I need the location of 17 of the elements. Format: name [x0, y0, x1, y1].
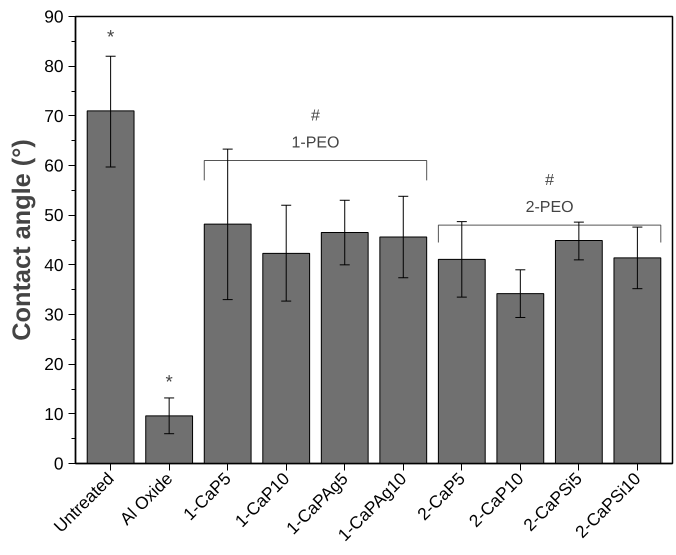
annotation: # — [545, 172, 554, 189]
y-tick-label: 60 — [44, 156, 64, 176]
annotation: 1-PEO — [291, 134, 340, 152]
y-tick-label: 0 — [54, 454, 64, 474]
y-axis-title: Contact angle (°) — [8, 139, 36, 341]
y-tick-label: 50 — [44, 205, 64, 226]
annotation: * — [106, 26, 114, 47]
y-tick-label: 10 — [44, 404, 64, 424]
annotation: * — [166, 371, 173, 392]
y-tick-label: 40 — [44, 254, 64, 275]
y-tick-label: 90 — [44, 6, 64, 26]
y-tick-label: 70 — [44, 106, 64, 126]
y-tick-label: 80 — [44, 56, 64, 76]
annotation: # — [311, 107, 320, 124]
y-tick-label: 20 — [44, 354, 64, 374]
y-tick-label: 30 — [44, 304, 64, 324]
annotation: 2-PEO — [526, 199, 574, 216]
